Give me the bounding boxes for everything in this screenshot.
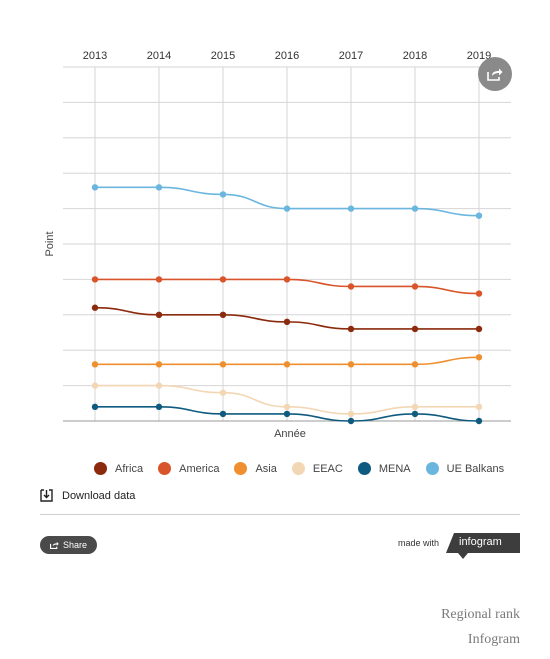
x-tick-label: 2015 — [211, 50, 235, 62]
download-icon — [40, 489, 53, 502]
data-point[interactable] — [283, 403, 291, 411]
data-point[interactable] — [283, 276, 291, 283]
data-point[interactable] — [283, 410, 291, 418]
data-point[interactable] — [411, 283, 419, 290]
download-data-link[interactable]: Download data — [40, 489, 135, 502]
legend-swatch — [158, 462, 172, 475]
data-point[interactable] — [219, 191, 227, 198]
x-axis-ticks: 2013 2014 2015 2016 2017 2018 2019 — [83, 50, 491, 62]
legend-item[interactable]: America — [158, 462, 219, 475]
data-point[interactable] — [475, 403, 483, 411]
divider — [40, 514, 520, 515]
data-point[interactable] — [475, 290, 483, 297]
data-point[interactable] — [411, 325, 419, 333]
data-point[interactable] — [347, 417, 355, 425]
data-point[interactable] — [347, 283, 355, 290]
data-point[interactable] — [155, 311, 163, 318]
data-point[interactable] — [219, 276, 227, 283]
download-data-label: Download data — [62, 489, 136, 502]
data-point[interactable] — [283, 318, 291, 326]
x-tick-label: 2014 — [147, 50, 171, 62]
legend-swatch — [291, 462, 305, 475]
data-point[interactable] — [155, 403, 163, 411]
legend-item[interactable]: MENA — [357, 462, 411, 475]
share-icon — [487, 68, 503, 81]
data-point[interactable] — [411, 361, 419, 368]
data-point[interactable] — [411, 205, 419, 212]
caption-title: Regional rank — [441, 607, 520, 622]
data-point[interactable] — [283, 361, 291, 368]
share-icon — [49, 541, 59, 549]
data-point[interactable] — [155, 361, 163, 368]
legend-swatch — [94, 462, 107, 475]
data-point[interactable] — [219, 410, 227, 418]
chart-legend: Africa America Asia EEAC MENA UE Balkans — [94, 462, 519, 475]
x-axis-title: Année — [274, 428, 306, 440]
y-axis-title: Point — [44, 231, 56, 256]
legend-label: MENA — [378, 462, 411, 475]
x-tick-label: 2018 — [403, 50, 427, 62]
infogram-logo[interactable]: infogram — [446, 531, 520, 559]
share-button[interactable]: Share — [40, 536, 97, 554]
made-with-label: made with — [398, 538, 440, 548]
data-point[interactable] — [475, 212, 483, 219]
data-point[interactable] — [411, 403, 419, 411]
legend-label: EEAC — [312, 462, 343, 475]
data-point[interactable] — [91, 382, 99, 389]
data-point[interactable] — [91, 304, 99, 311]
legend-label: UE Balkans — [446, 462, 505, 475]
legend-swatch — [425, 462, 439, 475]
legend-item[interactable]: Asia — [234, 462, 277, 475]
chart-grid — [63, 66, 511, 422]
data-point[interactable] — [475, 354, 483, 361]
data-point[interactable] — [155, 276, 163, 283]
chart-series — [91, 184, 483, 425]
data-point[interactable] — [475, 325, 483, 333]
share-fab-button[interactable] — [478, 57, 512, 91]
data-point[interactable] — [475, 417, 483, 425]
data-point[interactable] — [91, 184, 99, 191]
x-tick-label: 2013 — [83, 50, 107, 62]
legend-label: America — [179, 462, 220, 475]
caption-source: Infogram — [467, 632, 520, 647]
data-point[interactable] — [219, 361, 227, 368]
x-tick-label: 2017 — [339, 50, 363, 62]
line-chart: 2013 2014 2015 2016 2017 2018 2019 Point Année — [44, 50, 511, 440]
data-point[interactable] — [91, 403, 99, 411]
data-point[interactable] — [155, 184, 163, 191]
data-point[interactable] — [347, 410, 355, 418]
data-point[interactable] — [91, 361, 99, 368]
legend-swatch — [234, 462, 248, 475]
data-point[interactable] — [219, 311, 227, 318]
legend-item[interactable]: EEAC — [291, 462, 343, 475]
legend-swatch — [357, 462, 371, 475]
data-point[interactable] — [411, 410, 419, 418]
data-point[interactable] — [155, 382, 163, 389]
data-point[interactable] — [283, 205, 291, 212]
data-point[interactable] — [347, 205, 355, 212]
legend-label: Asia — [255, 462, 277, 475]
infogram-brand-text: infogram — [459, 536, 502, 548]
legend-item[interactable]: Africa — [94, 462, 143, 475]
x-tick-label: 2016 — [275, 50, 299, 62]
share-button-label: Share — [62, 540, 88, 550]
data-point[interactable] — [347, 361, 355, 368]
legend-label: Africa — [115, 462, 144, 475]
data-point[interactable] — [219, 389, 227, 396]
data-point[interactable] — [91, 276, 99, 283]
data-point[interactable] — [347, 325, 355, 333]
legend-item[interactable]: UE Balkans — [425, 462, 505, 475]
